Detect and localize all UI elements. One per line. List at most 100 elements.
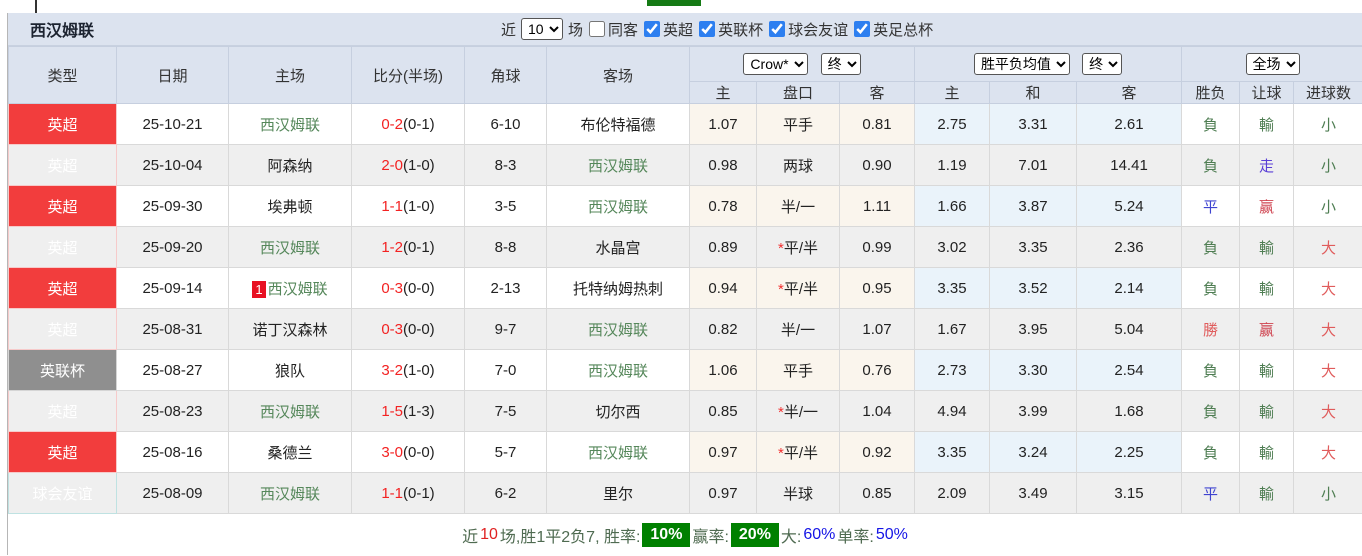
home-team-name: 诺丁汉森林 — [252, 321, 328, 339]
avg-away-odds: 3.15 — [1076, 472, 1183, 514]
match-date: 25-08-27 — [116, 349, 229, 391]
match-date: 25-10-21 — [116, 103, 229, 145]
sub-header-avg-away: 客 — [1076, 80, 1183, 105]
score-cell: 0-3(0-0) — [351, 267, 465, 309]
sub-header-goals: 进球数 — [1293, 80, 1362, 105]
sub-header-ah-away: 客 — [838, 80, 916, 105]
letball-result-cell: 走 — [1239, 144, 1295, 186]
sub-header-result: 胜负 — [1181, 80, 1241, 105]
goals-result-cell: 大 — [1293, 308, 1362, 350]
halftime-score: (0-1) — [403, 238, 435, 256]
league-badge: 英超 — [8, 267, 117, 309]
league-filter-checkbox-2[interactable] — [769, 21, 786, 37]
letball-result-cell: 輸 — [1239, 431, 1295, 473]
ah-home-odds: 0.98 — [689, 144, 757, 186]
sub-header-avg-home: 主 — [914, 80, 991, 105]
near-label: 近 — [501, 21, 517, 39]
filter-controls: 近 10 场 同客 英超 英联杯 球会友谊 英足总杯 — [501, 18, 933, 40]
bookmaker-select[interactable]: Crow* — [743, 52, 809, 75]
avg-home-odds: 1.66 — [914, 185, 991, 227]
average-status-select[interactable]: 终 — [1082, 52, 1123, 75]
ah-home-odds: 0.94 — [689, 267, 757, 309]
avg-home-odds: 2.73 — [914, 349, 991, 391]
away-team-name: 布伦特福德 — [580, 116, 656, 134]
bookmaker-status-select[interactable]: 终 — [820, 52, 861, 75]
ah-line-cell: 半/一 — [756, 308, 840, 350]
score-cell: 1-1(0-1) — [351, 472, 465, 514]
league-filter-label-1: 英联杯 — [718, 21, 764, 39]
col-header-score: 比分(半场) — [351, 46, 465, 104]
home-team-cell: 诺丁汉森林 — [228, 308, 352, 350]
ah-away-odds: 1.07 — [838, 308, 916, 350]
table-row: 英超 25-10-21 西汉姆联 0-2(0-1) 6-10 布伦特福德 1.07 平手 0.8… — [8, 103, 1362, 145]
goals-result-cell: 小 — [1293, 185, 1362, 227]
goals-result-cell: 小 — [1293, 472, 1362, 514]
league-filter-0: 英超 — [638, 19, 693, 40]
table-row: 英联杯 25-08-27 狼队 3-2(1-0) 7-0 西汉姆联 1.06 平手 0.76 2.… — [8, 349, 1362, 391]
avg-away-odds: 1.68 — [1076, 390, 1183, 432]
avg-draw-odds: 3.87 — [989, 185, 1078, 227]
home-team-cell: 狼队 — [228, 349, 352, 391]
fulltime-score: 0-3 — [381, 279, 403, 297]
home-team-name: 西汉姆联 — [259, 239, 320, 257]
ah-away-odds: 0.90 — [838, 144, 916, 186]
ah-line: 平/半 — [783, 239, 818, 257]
away-team-cell: 里尔 — [546, 472, 690, 514]
home-team-name: 西汉姆联 — [267, 280, 328, 298]
league-badge: 英超 — [8, 390, 117, 432]
halftime-score: (1-3) — [403, 402, 435, 420]
avg-away-odds: 14.41 — [1076, 144, 1183, 186]
away-team-name: 西汉姆联 — [587, 198, 648, 216]
match-date: 25-08-16 — [116, 431, 229, 473]
ah-line-cell: *半/一 — [756, 390, 840, 432]
result-cell: 負 — [1181, 144, 1241, 186]
green-bar-fragment — [647, 0, 701, 6]
goals-result-cell: 小 — [1293, 144, 1362, 186]
ah-home-odds: 0.97 — [689, 431, 757, 473]
corners-cell: 2-13 — [464, 267, 547, 309]
sub-header-letball: 让球 — [1239, 80, 1295, 105]
result-cell: 平 — [1181, 185, 1241, 227]
ah-home-odds: 1.07 — [689, 103, 757, 145]
match-date: 25-08-23 — [116, 390, 229, 432]
league-filter-checkbox-3[interactable] — [854, 21, 871, 37]
scope-select[interactable]: 全场 — [1245, 52, 1300, 75]
match-date: 25-08-09 — [116, 472, 229, 514]
corners-cell: 9-7 — [464, 308, 547, 350]
home-team-name: 西汉姆联 — [259, 116, 320, 134]
match-date: 25-09-30 — [116, 185, 229, 227]
score-cell: 0-3(0-0) — [351, 308, 465, 350]
letball-result-cell: 輸 — [1239, 103, 1295, 145]
halftime-score: (1-0) — [403, 156, 435, 174]
corners-cell: 5-7 — [464, 431, 547, 473]
same-away-checkbox[interactable] — [589, 21, 606, 37]
league-filter-checkbox-0[interactable] — [644, 21, 661, 37]
ah-line-cell: *平/半 — [756, 431, 840, 473]
avg-draw-odds: 7.01 — [989, 144, 1078, 186]
match-count-select[interactable]: 10 — [521, 18, 564, 40]
avg-draw-odds: 3.99 — [989, 390, 1078, 432]
ah-home-odds: 1.06 — [689, 349, 757, 391]
league-badge: 球会友谊 — [8, 472, 117, 514]
average-select[interactable]: 胜平负均值 — [973, 52, 1070, 75]
table-row: 英超 25-10-04 阿森纳 2-0(1-0) 8-3 西汉姆联 0.98 两球 0.90 1.… — [8, 144, 1362, 186]
halftime-score: (0-1) — [403, 115, 435, 133]
avg-away-odds: 2.36 — [1076, 226, 1183, 268]
letball-result-cell: 輸 — [1239, 349, 1295, 391]
corners-cell: 6-2 — [464, 472, 547, 514]
ah-line-cell: *平/半 — [756, 226, 840, 268]
ah-away-odds: 1.04 — [838, 390, 916, 432]
ah-home-odds: 0.82 — [689, 308, 757, 350]
summary-segment-4: 赢率: — [692, 528, 729, 546]
away-team-name: 西汉姆联 — [587, 321, 648, 339]
halftime-score: (0-1) — [403, 484, 435, 502]
avg-home-odds: 3.35 — [914, 431, 991, 473]
league-filter-label-3: 英足总杯 — [873, 21, 934, 39]
ah-line: 半/一 — [780, 198, 816, 216]
league-filter-checkbox-1[interactable] — [699, 21, 716, 37]
result-cell: 勝 — [1181, 308, 1241, 350]
goals-result-cell: 小 — [1293, 103, 1362, 145]
league-badge: 英超 — [8, 103, 117, 145]
halftime-score: (0-0) — [403, 320, 435, 338]
away-team-cell: 西汉姆联 — [546, 431, 690, 473]
